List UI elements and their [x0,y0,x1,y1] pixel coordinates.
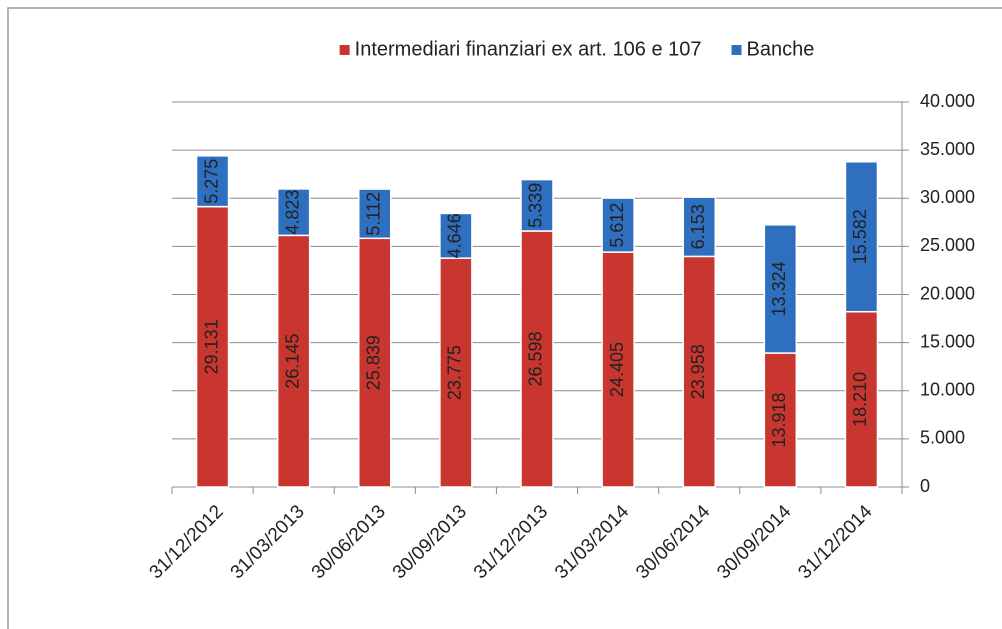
y-tick-label: 35.000 [920,139,975,159]
value-label: 24.405 [607,342,627,397]
legend-label: Banche [747,38,815,60]
y-tick-label: 20.000 [920,283,975,303]
value-label: 5.612 [607,203,627,248]
value-label: 25.839 [364,335,384,390]
bar-segment [358,237,392,488]
bar-segment [276,234,311,488]
bar-segment [844,310,879,488]
bar-segment [195,155,230,208]
legend-swatch [731,45,742,55]
legend-label: Intermediari finanziari ex art. 106 e 10… [355,38,702,60]
bar-segment [276,188,311,237]
bar-segment [682,196,716,258]
bar-segment [844,161,879,313]
value-label: 4.646 [445,213,465,258]
value-label: 13.918 [769,392,789,447]
value-label: 13.324 [769,261,789,316]
bar-segment [195,205,230,488]
legend-swatch [339,45,350,55]
value-label: 15.582 [850,209,870,264]
y-tick-label: 15.000 [920,331,975,351]
bar-segment [520,178,554,232]
y-tick-label: 25.000 [920,235,975,255]
y-tick-label: 0 [920,476,930,496]
value-label: 5.275 [201,159,221,204]
bar-segment [439,212,473,259]
value-label: 18.210 [850,372,870,427]
y-tick-label: 10.000 [920,380,975,400]
value-label: 29.131 [201,319,221,374]
bar-segment [682,255,716,488]
value-label: 6.153 [688,204,708,249]
value-label: 26.598 [526,331,546,386]
chart-border [7,7,1002,629]
value-label: 5.112 [364,192,384,236]
legend: Intermediari finanziari ex art. 106 e 10… [339,38,815,60]
bar-segment [358,188,392,240]
y-tick-label: 40.000 [920,91,975,111]
value-label: 23.958 [688,344,708,399]
y-tick-label: 30.000 [920,187,975,207]
value-label: 4.823 [282,190,302,235]
value-label: 23.775 [445,345,465,400]
bar-segment [601,197,635,253]
value-label: 26.145 [282,334,302,389]
bar-segment [601,251,635,488]
value-label: 5.339 [526,183,546,228]
bar-segment [763,224,798,354]
y-tick-label: 5.000 [920,428,965,448]
